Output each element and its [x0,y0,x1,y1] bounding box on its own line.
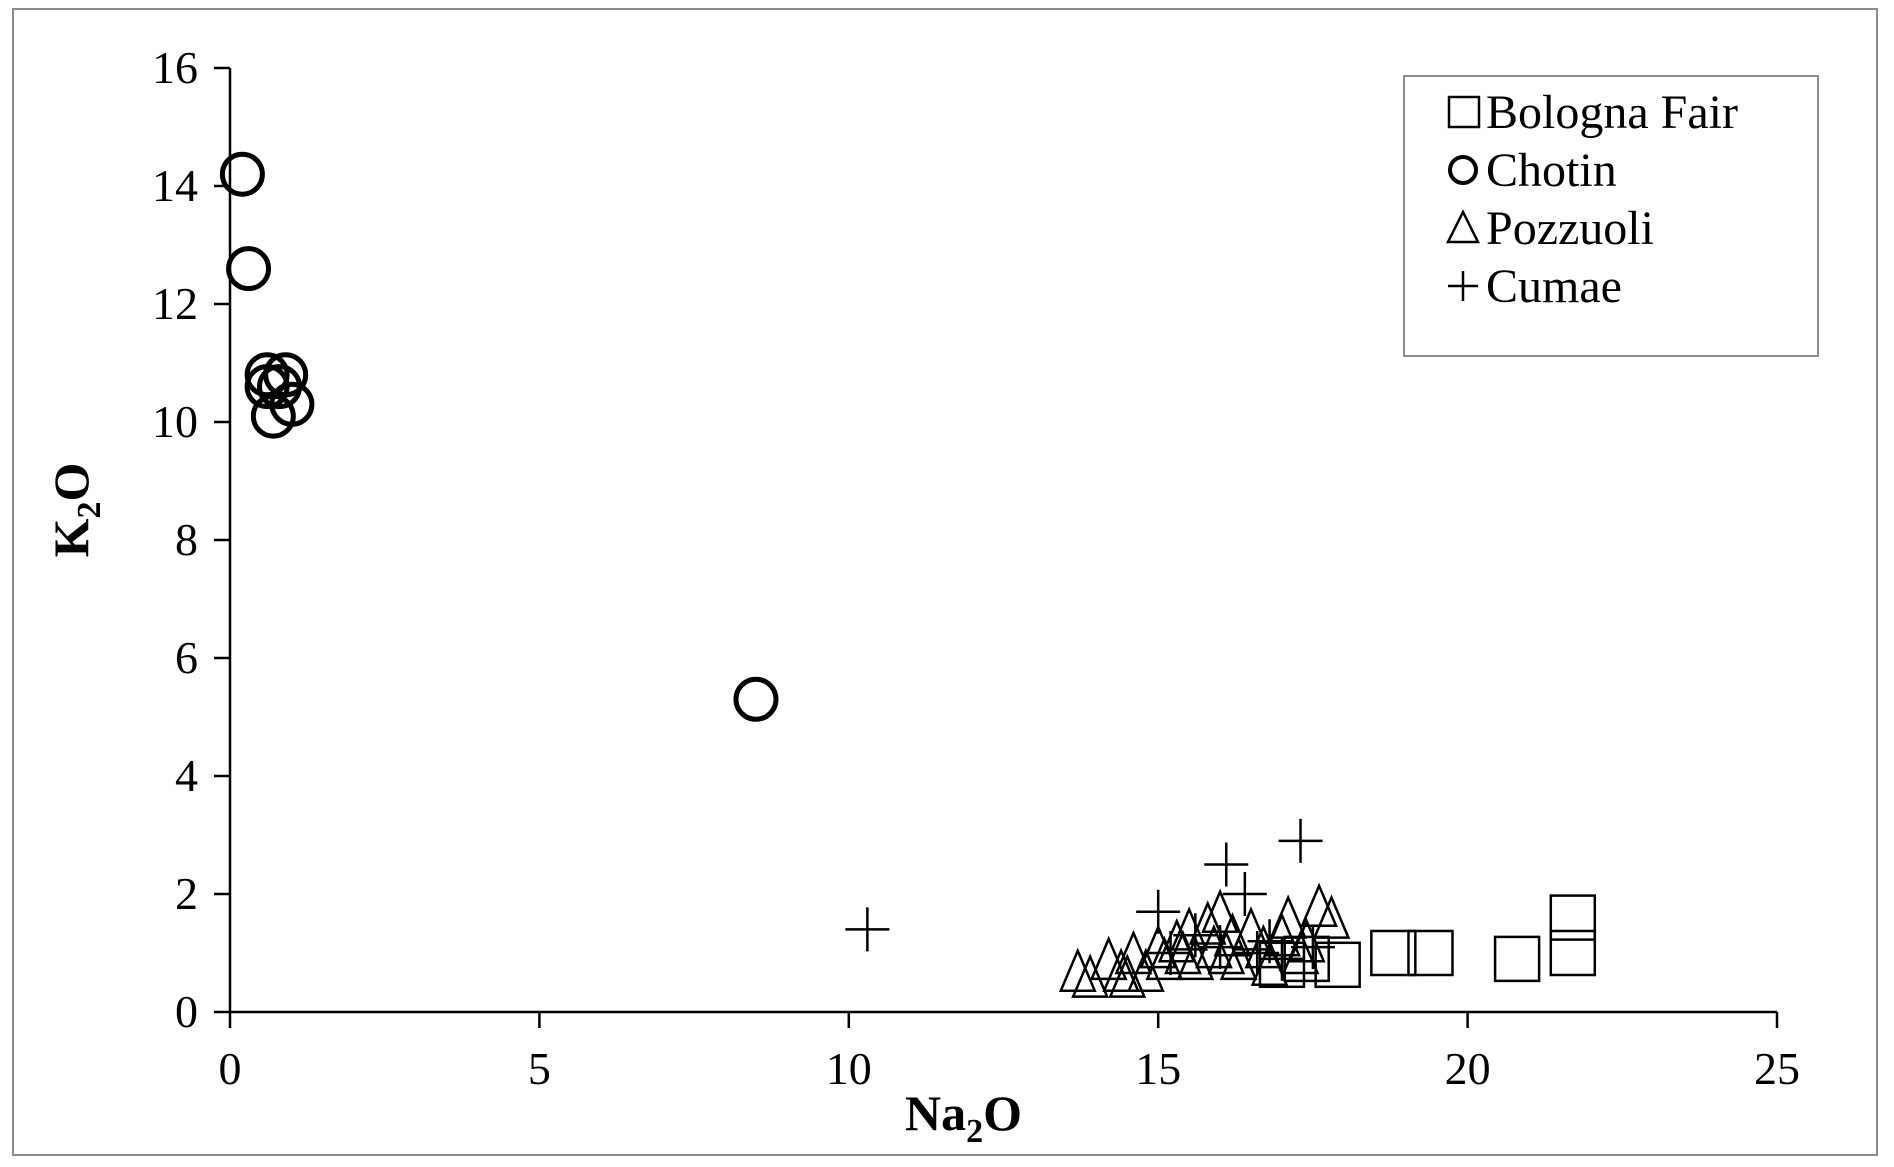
legend-item: Bologna Fair [1447,86,1738,139]
x-tick-label: 15 [1135,1043,1181,1094]
data-point-plus [1136,889,1181,934]
x-tick-label: 25 [1754,1043,1800,1094]
y-axis-title-tail: O [43,463,99,502]
data-point-square [1370,929,1417,977]
data-point-plus [1148,931,1193,975]
x-axis-title-main: Na [905,1085,966,1141]
plot-points [219,151,1597,998]
data-point-triangle [1102,947,1140,992]
y-tick-label: 0 [175,986,198,1037]
data-point-triangle [1126,947,1165,992]
axes: 0 2 4 6 8 10 12 14 16 0 5 10 15 20 25 [152,42,1800,1094]
data-point-plus [1235,931,1280,975]
series-circle [219,151,779,722]
data-point-triangle [1058,947,1097,992]
data-point-plus [1173,913,1218,958]
data-point-triangle [1176,935,1215,981]
x-tick-label: 20 [1445,1043,1491,1094]
y-tick-label: 6 [175,632,198,683]
data-point-square [1407,929,1454,977]
data-point-square [1549,929,1597,977]
legend-circle-icon [1448,155,1478,185]
y-ticks: 0 2 4 6 8 10 12 14 16 [152,42,230,1037]
legend-box [1403,75,1819,357]
data-point-triangle [1287,918,1326,963]
y-tick-label: 2 [175,868,198,919]
y-tick-label: 12 [152,278,198,329]
legend-label: Pozzuoli [1486,202,1654,255]
legend-label: Cumae [1486,260,1622,313]
data-point-plus [1198,925,1243,970]
x-axis-title: Na2O [905,1085,1022,1150]
data-point-circle [733,676,779,722]
data-point-triangle [1071,953,1110,998]
series-triangle [1058,882,1351,998]
data-point-plus [1247,919,1292,964]
data-point-circle [244,364,290,410]
data-point-plus [845,907,890,952]
data-point-plus [1204,842,1249,887]
y-tick-label: 10 [152,396,198,447]
legend-item: Pozzuoli [1445,202,1654,255]
legend-plus-icon [1448,271,1478,301]
legend-label: Chotin [1486,144,1617,197]
data-point-plus [1222,872,1267,916]
data-point-triangle [1250,941,1289,987]
y-tick-label: 8 [175,514,198,565]
data-point-circle [250,393,296,439]
x-tick-label: 10 [826,1043,872,1094]
data-point-plus [1278,818,1323,863]
legend-triangle-icon [1445,209,1481,244]
y-tick-label: 4 [175,750,198,801]
data-point-plus [1290,925,1335,970]
data-point-circle [219,151,265,197]
x-ticks: 0 5 10 15 20 25 [219,1012,1800,1094]
y-axis-title: K2O [43,463,108,558]
x-axis-title-tail: O [983,1085,1022,1141]
x-axis-title-sub: 2 [966,1113,983,1150]
y-tick-label: 14 [152,160,198,211]
data-point-triangle [1219,935,1258,981]
legend-label: Bologna Fair [1486,86,1738,139]
y-axis-title-sub: 2 [71,502,108,519]
data-point-plus [1259,936,1304,981]
data-point-square [1493,935,1541,983]
data-point-triangle [1312,894,1351,939]
data-point-triangle [1108,953,1147,998]
legend-square-icon [1447,95,1481,129]
data-point-square [1314,941,1361,989]
data-point-circle [226,246,272,292]
series-square [1258,894,1597,989]
data-point-triangle [1207,929,1246,975]
legend-item: Chotin [1448,144,1617,197]
data-point-triangle [1232,906,1270,951]
legend-item: Cumae [1448,260,1622,313]
data-point-square [1549,894,1597,941]
x-tick-label: 0 [219,1043,242,1094]
y-tick-label: 16 [152,42,198,93]
data-point-triangle [1269,894,1308,939]
y-axis-title-main: K [43,518,99,557]
x-tick-label: 5 [528,1043,551,1094]
series-plus [845,818,1335,981]
